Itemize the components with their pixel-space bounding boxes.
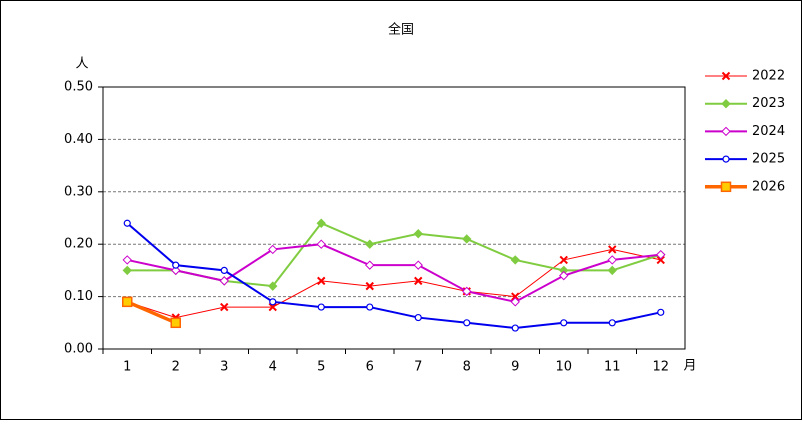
- marker: [220, 266, 228, 274]
- y-axis-label: 人: [75, 57, 88, 72]
- marker: [511, 292, 520, 301]
- x-tick-label: 1: [123, 360, 131, 375]
- marker: [721, 126, 731, 137]
- marker: [269, 298, 277, 306]
- marker: [219, 276, 229, 286]
- marker: [721, 98, 731, 109]
- x-tick-label: 3: [220, 360, 228, 375]
- marker: [414, 313, 422, 322]
- marker: [722, 155, 730, 163]
- marker: [122, 296, 133, 308]
- marker: [123, 219, 131, 227]
- x-tick-label: 10: [555, 360, 572, 375]
- series-line: [127, 248, 661, 319]
- marker: [510, 255, 520, 265]
- marker: [171, 265, 181, 276]
- marker: [560, 319, 568, 327]
- marker: [511, 324, 519, 332]
- y-tick-label: 0.50: [64, 80, 93, 95]
- marker: [317, 303, 325, 311]
- x-tick-label: 7: [414, 360, 422, 375]
- x-tick-label: 11: [604, 360, 621, 375]
- marker: [413, 229, 423, 239]
- marker: [656, 255, 665, 265]
- x-axis-label: 月: [683, 359, 696, 374]
- x-tick-label: 9: [511, 360, 519, 375]
- marker: [463, 319, 471, 327]
- x-tick-label: 2: [172, 360, 180, 375]
- marker: [365, 239, 375, 249]
- series-line: [127, 243, 661, 303]
- marker: [268, 302, 277, 312]
- marker: [316, 218, 326, 228]
- marker: [122, 255, 132, 265]
- marker: [317, 276, 326, 286]
- marker: [122, 265, 132, 276]
- marker: [559, 270, 569, 281]
- marker: [366, 303, 374, 311]
- marker: [365, 260, 375, 270]
- y-tick-label: 0.10: [64, 289, 93, 304]
- marker: [607, 265, 617, 276]
- legend-label: 2026: [752, 179, 785, 194]
- marker: [413, 260, 423, 270]
- marker: [462, 234, 472, 244]
- series-line: [126, 300, 177, 325]
- marker: [656, 249, 666, 260]
- marker: [559, 255, 568, 265]
- marker: [268, 281, 278, 291]
- marker: [462, 286, 472, 297]
- x-tick-label: 12: [652, 360, 669, 375]
- marker: [608, 319, 616, 327]
- legend-label: 2023: [752, 96, 785, 111]
- marker: [657, 308, 665, 316]
- y-tick-label: 0.40: [64, 132, 93, 147]
- x-tick-label: 8: [463, 360, 471, 375]
- marker: [721, 71, 731, 81]
- legend-label: 2025: [752, 152, 785, 167]
- marker: [607, 255, 617, 265]
- marker: [720, 181, 732, 193]
- marker: [414, 276, 423, 286]
- marker: [316, 239, 326, 249]
- series-line: [126, 222, 661, 330]
- x-tick-label: 4: [269, 360, 277, 375]
- marker: [170, 317, 181, 329]
- marker: [268, 244, 278, 255]
- marker: [172, 261, 180, 269]
- legend-label: 2022: [752, 69, 785, 84]
- marker: [608, 245, 617, 254]
- legend-label: 2024: [752, 124, 785, 139]
- y-tick-label: 0.30: [64, 184, 93, 199]
- x-tick-label: 5: [317, 360, 325, 375]
- y-tick-label: 0.00: [64, 342, 93, 357]
- marker: [510, 297, 520, 307]
- marker: [365, 281, 374, 291]
- marker: [220, 302, 229, 312]
- chart-title: 全国: [388, 22, 414, 38]
- y-tick-label: 0.20: [64, 237, 93, 252]
- x-tick-label: 6: [366, 360, 374, 375]
